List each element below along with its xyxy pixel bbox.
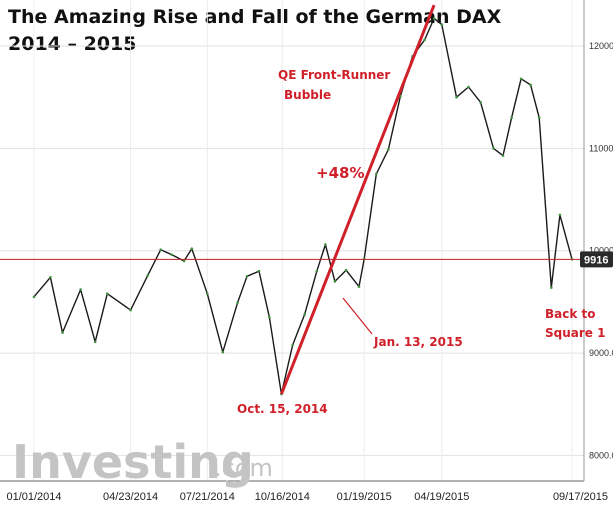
data-point bbox=[501, 154, 505, 157]
data-point bbox=[510, 116, 513, 119]
data-point bbox=[268, 316, 271, 319]
y-tick-label: 11000.0 bbox=[589, 143, 613, 153]
series-line bbox=[33, 17, 573, 395]
data-point bbox=[324, 243, 327, 246]
price-series bbox=[32, 17, 574, 396]
data-point bbox=[61, 331, 64, 334]
annotation-bubble-line1: QE Front-Runner bbox=[278, 68, 390, 82]
x-tick-label: 01/01/2014 bbox=[6, 491, 61, 503]
data-point bbox=[455, 95, 458, 99]
data-point bbox=[206, 292, 209, 296]
data-point bbox=[257, 269, 261, 273]
axes bbox=[0, 0, 585, 482]
data-point bbox=[519, 77, 523, 81]
data-point bbox=[245, 275, 249, 278]
data-point bbox=[303, 312, 307, 316]
trend-line bbox=[280, 4, 436, 395]
annotation-oct: Oct. 15, 2014 bbox=[237, 402, 328, 416]
data-point bbox=[93, 340, 97, 344]
data-point bbox=[467, 85, 470, 89]
data-point bbox=[49, 276, 52, 279]
chart-title: The Amazing Rise and Fall of the German … bbox=[8, 6, 502, 28]
x-tick-label: 09/17/2015 bbox=[553, 491, 608, 503]
data-point bbox=[159, 248, 162, 251]
data-point bbox=[432, 17, 436, 20]
y-tick-label: 10000.0 bbox=[589, 246, 613, 256]
x-tick-label: 10/16/2014 bbox=[255, 491, 310, 503]
data-point bbox=[537, 116, 541, 119]
jan-pointer-line bbox=[342, 297, 373, 335]
last-value-badge: 9916 bbox=[580, 251, 613, 268]
data-point bbox=[129, 308, 132, 312]
y-tick-label: 12000.0 bbox=[589, 41, 613, 51]
data-point bbox=[106, 292, 109, 296]
data-point bbox=[357, 285, 361, 288]
data-point bbox=[492, 147, 495, 150]
x-tick-label: 01/19/2015 bbox=[337, 491, 392, 503]
grid bbox=[0, 0, 584, 481]
x-tick-label: 04/23/2014 bbox=[103, 491, 158, 503]
annotation-gain: +48% bbox=[316, 164, 364, 182]
data-point bbox=[221, 350, 225, 354]
data-point bbox=[182, 259, 186, 263]
data-point bbox=[387, 148, 390, 151]
data-point bbox=[344, 268, 348, 272]
data-point bbox=[146, 274, 150, 277]
annotations: QE Front-Runner Bubble +48% Oct. 15, 201… bbox=[237, 68, 605, 416]
data-point bbox=[291, 343, 295, 347]
x-tick-label: 07/21/2014 bbox=[180, 491, 235, 503]
last-value-badge-box bbox=[580, 251, 613, 268]
data-point bbox=[32, 295, 36, 299]
data-point bbox=[440, 23, 444, 26]
y-tick-label: 9000.0 bbox=[589, 348, 613, 358]
x-tick-label: 04/19/2015 bbox=[414, 491, 469, 503]
annotation-jan: Jan. 13, 2015 bbox=[373, 335, 463, 349]
chart-subtitle: 2014 – 2015 bbox=[8, 33, 137, 55]
watermark-suffix: .com bbox=[214, 454, 273, 482]
annotation-back1: Back to bbox=[545, 307, 596, 321]
data-point bbox=[79, 288, 82, 291]
data-point bbox=[423, 38, 426, 42]
data-point bbox=[558, 213, 562, 217]
annotation-bubble-line2: Bubble bbox=[284, 88, 331, 102]
y-tick-label: 8000.0 bbox=[589, 450, 613, 460]
data-point bbox=[375, 172, 378, 176]
x-tick-labels: 01/01/2014 04/23/2014 07/21/2014 10/16/2014… bbox=[6, 491, 608, 503]
data-point bbox=[333, 280, 337, 283]
data-point bbox=[236, 301, 239, 305]
last-value-badge-label: 9916 bbox=[584, 254, 608, 266]
data-point bbox=[550, 286, 553, 289]
data-point bbox=[315, 269, 319, 273]
annotation-back2: Square 1 bbox=[545, 326, 605, 340]
data-point bbox=[190, 247, 194, 250]
y-tick-labels: 8000.0 9000.0 10000.0 11000.0 12000.0 bbox=[589, 41, 613, 460]
watermark: Investing .com bbox=[12, 435, 273, 489]
watermark-main: Investing bbox=[12, 435, 254, 489]
data-point bbox=[479, 101, 482, 104]
data-point bbox=[529, 83, 532, 87]
data-point bbox=[170, 253, 174, 257]
